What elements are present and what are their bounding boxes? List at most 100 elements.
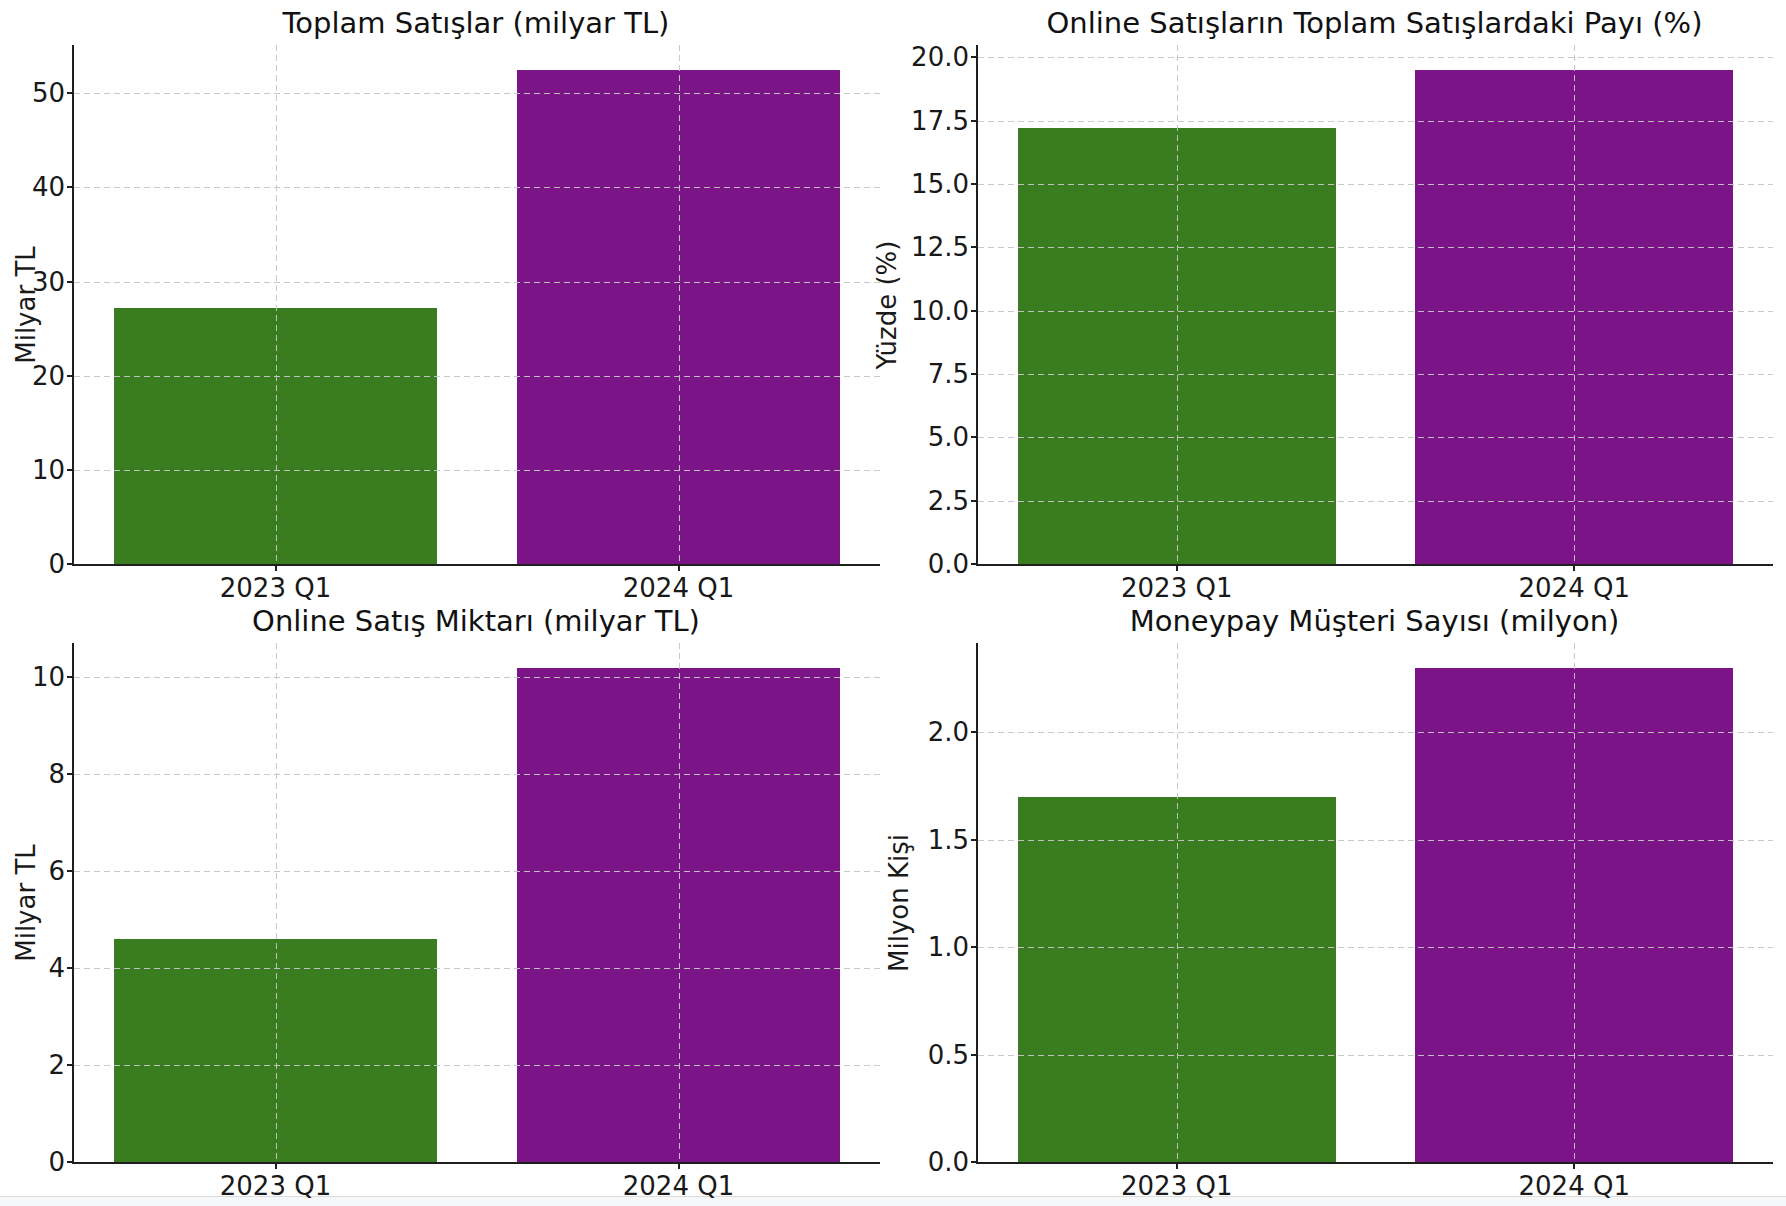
x-tick-label: 2023 Q1 — [1067, 1171, 1287, 1201]
horizontal-gridline — [978, 374, 1773, 375]
vertical-gridline — [1177, 643, 1178, 1162]
chart-online-satis-miktari: Online Satış Miktarı (milyar TL) Milyar … — [0, 598, 893, 1196]
y-tick-mark — [971, 731, 978, 733]
x-tick-mark — [678, 1162, 680, 1169]
x-tick-mark — [275, 1162, 277, 1169]
y-tick-mark — [971, 1054, 978, 1056]
x-tick-mark — [1573, 564, 1575, 571]
chart-title: Moneypay Müşteri Sayısı (milyon) — [976, 604, 1773, 638]
y-tick-mark — [971, 500, 978, 502]
chart-title: Toplam Satışlar (milyar TL) — [72, 6, 880, 40]
y-tick-label: 40 — [0, 172, 65, 202]
y-tick-label: 7.5 — [879, 359, 969, 389]
y-tick-label: 10 — [0, 662, 65, 692]
horizontal-gridline — [978, 1055, 1773, 1056]
y-tick-label: 0.0 — [879, 549, 969, 579]
y-tick-mark — [971, 436, 978, 438]
y-tick-mark — [971, 183, 978, 185]
y-tick-label: 2.0 — [879, 717, 969, 747]
plot-area: 2023 Q12024 Q10246810 — [72, 643, 880, 1164]
horizontal-gridline — [74, 282, 880, 283]
plot-area: 2023 Q12024 Q10.00.51.01.52.0 — [976, 643, 1773, 1164]
horizontal-gridline — [74, 774, 880, 775]
y-tick-label: 12.5 — [879, 232, 969, 262]
y-tick-label: 10.0 — [879, 296, 969, 326]
vertical-gridline — [1574, 643, 1575, 1162]
x-tick-mark — [1573, 1162, 1575, 1169]
y-tick-mark — [971, 246, 978, 248]
horizontal-gridline — [978, 501, 1773, 502]
horizontal-gridline — [978, 840, 1773, 841]
y-tick-mark — [67, 563, 74, 565]
horizontal-gridline — [74, 376, 880, 377]
y-tick-label: 1.5 — [879, 825, 969, 855]
horizontal-gridline — [978, 184, 1773, 185]
y-tick-mark — [67, 870, 74, 872]
horizontal-gridline — [978, 247, 1773, 248]
y-tick-label: 30 — [0, 267, 65, 297]
vertical-gridline — [679, 643, 680, 1162]
plot-area: 2023 Q12024 Q10.02.55.07.510.012.515.017… — [976, 45, 1773, 566]
y-tick-mark — [67, 469, 74, 471]
y-tick-mark — [67, 375, 74, 377]
y-tick-label: 15.0 — [879, 169, 969, 199]
horizontal-gridline — [74, 968, 880, 969]
x-tick-label: 2024 Q1 — [1464, 1171, 1684, 1201]
y-tick-label: 20 — [0, 361, 65, 391]
horizontal-gridline — [978, 947, 1773, 948]
y-tick-mark — [971, 1161, 978, 1163]
horizontal-gridline — [74, 93, 880, 94]
horizontal-gridline — [74, 187, 880, 188]
chart-online-satis-payi: Online Satışların Toplam Satışlardaki Pa… — [893, 0, 1786, 598]
chart-title: Online Satışların Toplam Satışlardaki Pa… — [976, 6, 1773, 40]
y-tick-label: 4 — [0, 953, 65, 983]
x-tick-mark — [1176, 564, 1178, 571]
horizontal-gridline — [978, 437, 1773, 438]
y-tick-mark — [67, 281, 74, 283]
y-tick-label: 0.0 — [879, 1147, 969, 1177]
y-tick-mark — [67, 773, 74, 775]
x-tick-mark — [678, 564, 680, 571]
y-tick-label: 2.5 — [879, 486, 969, 516]
y-tick-label: 0.5 — [879, 1040, 969, 1070]
y-tick-label: 0 — [0, 1147, 65, 1177]
y-tick-label: 20.0 — [879, 42, 969, 72]
y-tick-mark — [971, 373, 978, 375]
y-tick-label: 6 — [0, 856, 65, 886]
vertical-gridline — [1574, 45, 1575, 564]
plot-area: 2023 Q12024 Q101020304050 — [72, 45, 880, 566]
y-tick-mark — [971, 310, 978, 312]
horizontal-gridline — [978, 57, 1773, 58]
chart-moneypay-musteri: Moneypay Müşteri Sayısı (milyon) Milyon … — [893, 598, 1786, 1196]
vertical-gridline — [679, 45, 680, 564]
y-tick-label: 17.5 — [879, 106, 969, 136]
horizontal-gridline — [978, 121, 1773, 122]
chart-toplam-satislar: Toplam Satışlar (milyar TL) Milyar TL 20… — [0, 0, 893, 598]
y-tick-label: 50 — [0, 78, 65, 108]
y-tick-mark — [67, 92, 74, 94]
vertical-gridline — [276, 45, 277, 564]
charts-figure: Toplam Satışlar (milyar TL) Milyar TL 20… — [0, 0, 1786, 1196]
x-tick-label: 2023 Q1 — [166, 1171, 386, 1201]
y-tick-label: 5.0 — [879, 422, 969, 452]
horizontal-gridline — [978, 732, 1773, 733]
y-axis-label: Milyar TL — [11, 246, 41, 364]
y-tick-mark — [67, 967, 74, 969]
horizontal-gridline — [74, 871, 880, 872]
y-tick-label: 8 — [0, 759, 65, 789]
x-tick-mark — [275, 564, 277, 571]
horizontal-gridline — [74, 1065, 880, 1066]
x-tick-label: 2024 Q1 — [569, 1171, 789, 1201]
y-tick-mark — [971, 563, 978, 565]
y-tick-mark — [67, 1064, 74, 1066]
y-tick-label: 1.0 — [879, 932, 969, 962]
horizontal-gridline — [74, 677, 880, 678]
y-tick-mark — [971, 120, 978, 122]
horizontal-gridline — [978, 311, 1773, 312]
vertical-gridline — [1177, 45, 1178, 564]
y-tick-label: 0 — [0, 549, 65, 579]
y-tick-mark — [67, 1161, 74, 1163]
y-tick-mark — [67, 676, 74, 678]
x-tick-mark — [1176, 1162, 1178, 1169]
y-tick-mark — [971, 56, 978, 58]
